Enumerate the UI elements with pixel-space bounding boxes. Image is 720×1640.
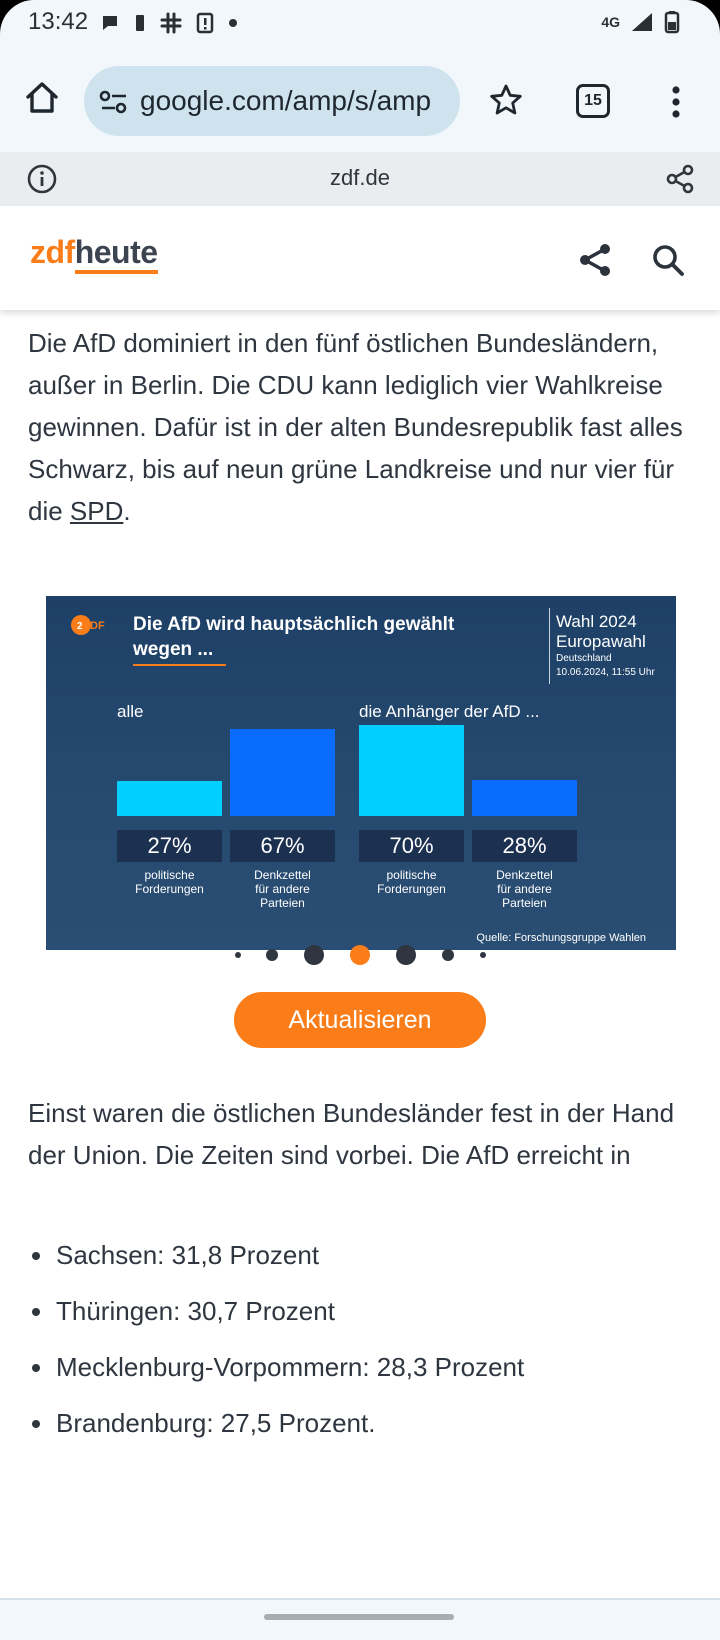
results-list: Sachsen: 31,8 Prozent Thüringen: 30,7 Pr… xyxy=(28,1240,698,1464)
data-label: 70% xyxy=(359,830,464,862)
share-icon[interactable] xyxy=(666,164,694,194)
zdf-logo-icon: 2 DF xyxy=(71,615,105,635)
carousel-dot[interactable] xyxy=(235,952,241,958)
carousel-dot[interactable] xyxy=(396,945,416,965)
article-paragraph-2: Einst waren die östlichen Bundesländer f… xyxy=(28,1098,675,1170)
search-icon[interactable] xyxy=(650,242,686,278)
chart-source: Quelle: Forschungsgruppe Wahlen xyxy=(476,932,646,944)
carousel-dot[interactable] xyxy=(304,945,324,965)
list-item: Brandenburg: 27,5 Prozent. xyxy=(28,1408,698,1438)
svg-text:2: 2 xyxy=(77,621,83,632)
address-bar[interactable]: google.com/amp/s/amp xyxy=(84,66,460,136)
carousel-dot[interactable] xyxy=(442,949,454,961)
site-settings-icon[interactable] xyxy=(98,88,130,116)
gesture-handle[interactable] xyxy=(264,1614,454,1620)
category-label: politische Forderungen xyxy=(135,868,204,896)
tab-switcher-button[interactable]: 15 xyxy=(576,84,610,118)
refresh-button[interactable]: Aktualisieren xyxy=(234,992,486,1048)
spd-link[interactable]: SPD xyxy=(69,496,124,526)
category-label: Denkzettel für andere Parteien xyxy=(496,868,553,910)
more-vert-icon[interactable] xyxy=(664,82,688,122)
system-icons: 4G xyxy=(601,10,680,34)
carousel-dot[interactable] xyxy=(266,949,278,961)
article-content: Die AfD dominiert in den fünf östlichen … xyxy=(0,310,720,1600)
chart-bar xyxy=(472,779,577,816)
status-bar: 13:42 4G xyxy=(0,0,720,40)
chart-title: Die AfD wird hauptsächlich gewählt wegen… xyxy=(133,614,455,660)
battery-notification-icon xyxy=(136,15,144,31)
signal-icon xyxy=(632,13,652,31)
data-label: 28% xyxy=(472,830,577,862)
chart-bar xyxy=(359,725,464,816)
notification-icons xyxy=(100,12,238,34)
chart-bar xyxy=(117,780,222,816)
nav-divider xyxy=(0,1598,720,1600)
chart-bar xyxy=(230,728,335,816)
bookmark-star-icon[interactable] xyxy=(488,82,524,118)
alert-icon xyxy=(196,12,214,34)
slack-icon xyxy=(160,12,182,34)
chat-icon xyxy=(103,16,117,30)
category-label: politische Forderungen xyxy=(377,868,446,896)
election-label: Wahl 2024 Europawahl xyxy=(556,612,646,651)
svg-text:DF: DF xyxy=(90,620,105,632)
group-label-afd: die Anhänger der AfD ... xyxy=(359,702,540,721)
battery-icon xyxy=(664,11,680,34)
carousel-dots xyxy=(0,940,720,970)
group-label-all: alle xyxy=(117,702,144,721)
status-time: 13:42 xyxy=(28,8,89,35)
amp-info-bar: zdf.de xyxy=(0,152,720,206)
more-notifications-icon xyxy=(229,19,237,27)
site-header: zdfheute xyxy=(0,206,720,310)
category-label: Denkzettel für andere Parteien xyxy=(254,868,311,910)
data-label: 27% xyxy=(117,830,222,862)
info-icon[interactable] xyxy=(26,163,58,195)
list-item: Sachsen: 31,8 Prozent xyxy=(28,1240,698,1270)
browser-toolbar: google.com/amp/s/amp 15 xyxy=(0,52,720,152)
election-meta: Deutschland 10.06.2024, 11:55 Uhr xyxy=(556,653,655,678)
list-item: Mecklenburg-Vorpommern: 28,3 Prozent xyxy=(28,1352,698,1382)
carousel-dot-active[interactable] xyxy=(350,945,370,965)
carousel-dot[interactable] xyxy=(480,952,486,958)
site-domain: zdf.de xyxy=(330,165,390,190)
url-text[interactable]: google.com/amp/s/amp xyxy=(140,85,432,116)
article-paragraph: Die AfD dominiert in den fünf östlichen … xyxy=(28,328,683,526)
home-icon[interactable] xyxy=(22,78,62,118)
list-item: Thüringen: 30,7 Prozent xyxy=(28,1296,698,1326)
share-icon[interactable] xyxy=(578,242,612,278)
gesture-nav-bar xyxy=(0,1600,720,1640)
chart-image[interactable]: 2 DF Die AfD wird hauptsächlich gewählt w… xyxy=(46,596,676,950)
title-underline xyxy=(133,664,226,666)
chart-divider xyxy=(549,608,550,684)
data-label: 67% xyxy=(230,830,335,862)
zdfheute-logo[interactable]: zdfheute xyxy=(30,234,158,274)
network-type: 4G xyxy=(601,14,620,30)
